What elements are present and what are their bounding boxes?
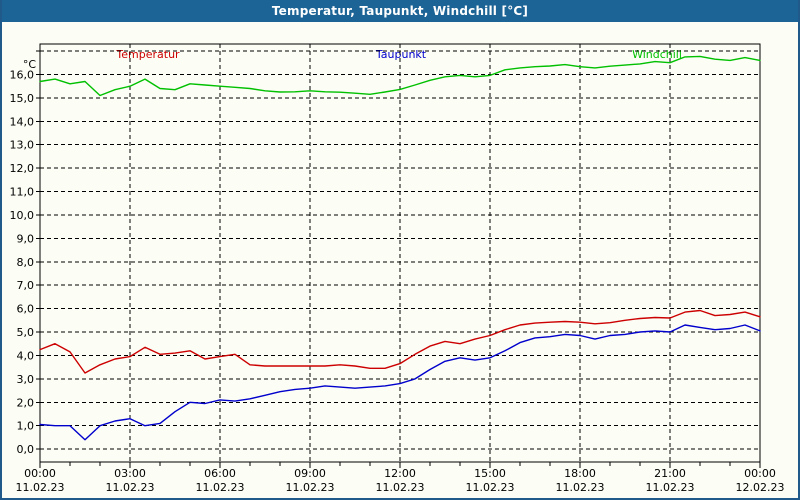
- x-tick-date-label: 11.02.23: [196, 481, 245, 494]
- series-line-taupunkt: [39, 324, 761, 441]
- x-tick-time-label: 03:00: [114, 467, 146, 480]
- series-line-windchill: [39, 55, 761, 97]
- y-tick-label: 7,0: [17, 279, 35, 292]
- y-tick-label: 10,0: [10, 209, 35, 222]
- y-tick-label: 4,0: [17, 349, 35, 362]
- y-tick-label: 11,0: [10, 186, 35, 199]
- y-tick-label: 2,0: [17, 396, 35, 409]
- y-tick-label: 6,0: [17, 303, 35, 316]
- y-tick-label: 8,0: [17, 256, 35, 269]
- y-tick-label: 14,0: [10, 115, 35, 128]
- x-tick-date-label: 11.02.23: [286, 481, 335, 494]
- x-tick-time-label: 00:00: [24, 467, 56, 480]
- y-tick-label: 12,0: [10, 162, 35, 175]
- x-tick-date-label: 11.02.23: [556, 481, 605, 494]
- y-tick-label: 1,0: [17, 420, 35, 433]
- window-title: Temperatur, Taupunkt, Windchill [°C]: [2, 0, 798, 22]
- series-line-temperatur: [39, 309, 761, 374]
- x-tick-date-label: 12.02.23: [736, 481, 785, 494]
- x-tick-time-label: 21:00: [654, 467, 686, 480]
- x-tick-time-label: 06:00: [204, 467, 236, 480]
- x-tick-time-label: 12:00: [384, 467, 416, 480]
- x-tick-date-label: 11.02.23: [376, 481, 425, 494]
- y-tick-label: 16,0: [10, 68, 35, 81]
- y-axis-unit-label: °C: [22, 58, 36, 71]
- y-tick-label: 9,0: [17, 232, 35, 245]
- chart-content: Temperatur Taupunkt Windchill °C 0,0 1,0 2…: [2, 22, 798, 498]
- y-tick-label: 5,0: [17, 326, 35, 339]
- x-tick-date-label: 11.02.23: [466, 481, 515, 494]
- x-tick-time-label: 00:00: [744, 467, 776, 480]
- chart-plot-area: 0,0 1,0 2,0 3,0 4,0 5,0 6,0 7,0 8,0 9,0 10,0 11,0 12…: [10, 43, 785, 494]
- y-tick-label: 0,0: [17, 443, 35, 456]
- x-tick-date-label: 11.02.23: [646, 481, 695, 494]
- y-tick-label: 13,0: [10, 139, 35, 152]
- plot-frame: [39, 43, 761, 463]
- x-tick-date-label: 11.02.23: [106, 481, 155, 494]
- x-tick-time-label: 18:00: [564, 467, 596, 480]
- x-tick-date-label: 11.02.23: [16, 481, 65, 494]
- x-tick-time-label: 09:00: [294, 467, 326, 480]
- y-tick-label: 3,0: [17, 373, 35, 386]
- y-tick-label: 15,0: [10, 92, 35, 105]
- x-tick-time-label: 15:00: [474, 467, 506, 480]
